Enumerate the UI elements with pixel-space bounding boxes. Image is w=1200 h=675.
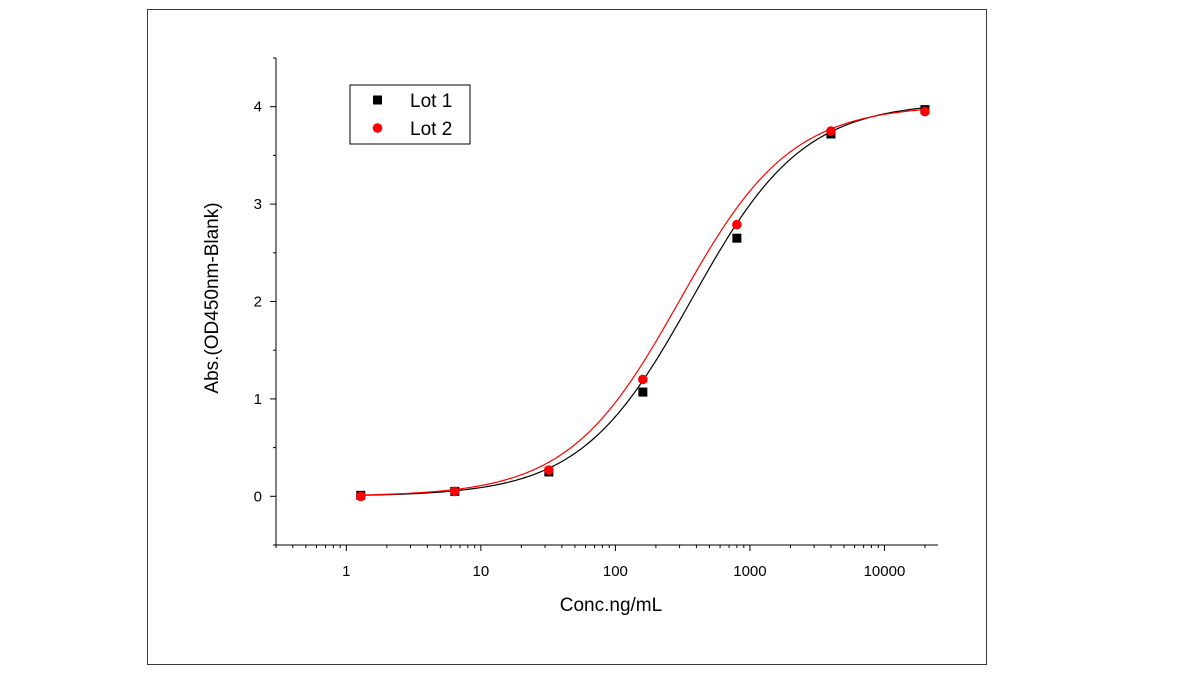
x-tick-label: 1000 (733, 563, 766, 580)
data-point-lot-2 (449, 486, 460, 497)
legend-label-lot-2: Lot 2 (410, 119, 452, 140)
data-point-lot-2 (544, 465, 554, 475)
x-tick-label: 10 (473, 563, 490, 580)
fit-curve-lot-2 (360, 108, 926, 496)
data-point-lot-1 (638, 387, 648, 397)
y-axis-title: Abs.(OD450nm-Blank) (202, 202, 223, 393)
y-tick-label: 1 (254, 391, 262, 408)
data-point-lot-2 (826, 126, 836, 136)
x-tick-label: 100 (603, 563, 628, 580)
legend: Lot 1 Lot 2 (349, 84, 471, 145)
legend-label-lot-1: Lot 1 (410, 91, 452, 112)
x-tick-label: 1 (342, 563, 350, 580)
axes: 0 1 2 3 4 1 10 100 1000 10000 (254, 57, 938, 580)
data-point-lot-2 (355, 491, 366, 502)
x-tick-label: 10000 (864, 563, 906, 580)
fit-curves (360, 107, 926, 496)
x-axis-title: Conc.ng/mL (560, 595, 662, 616)
y-tick-label: 0 (254, 488, 262, 505)
legend-box (349, 84, 471, 145)
data-points (355, 105, 930, 502)
data-point-lot-2 (732, 219, 742, 230)
y-tick-label: 2 (254, 294, 262, 311)
legend-marker-lot-2 (372, 123, 383, 133)
y-tick-label: 4 (254, 99, 262, 116)
fit-curve-lot-1 (360, 107, 926, 496)
data-point-lot-2 (920, 106, 930, 117)
data-point-lot-2 (638, 374, 648, 385)
y-tick-label: 3 (254, 196, 262, 213)
data-point-lot-1 (732, 233, 742, 243)
chart-frame (147, 9, 987, 665)
legend-marker-lot-1 (373, 95, 382, 105)
